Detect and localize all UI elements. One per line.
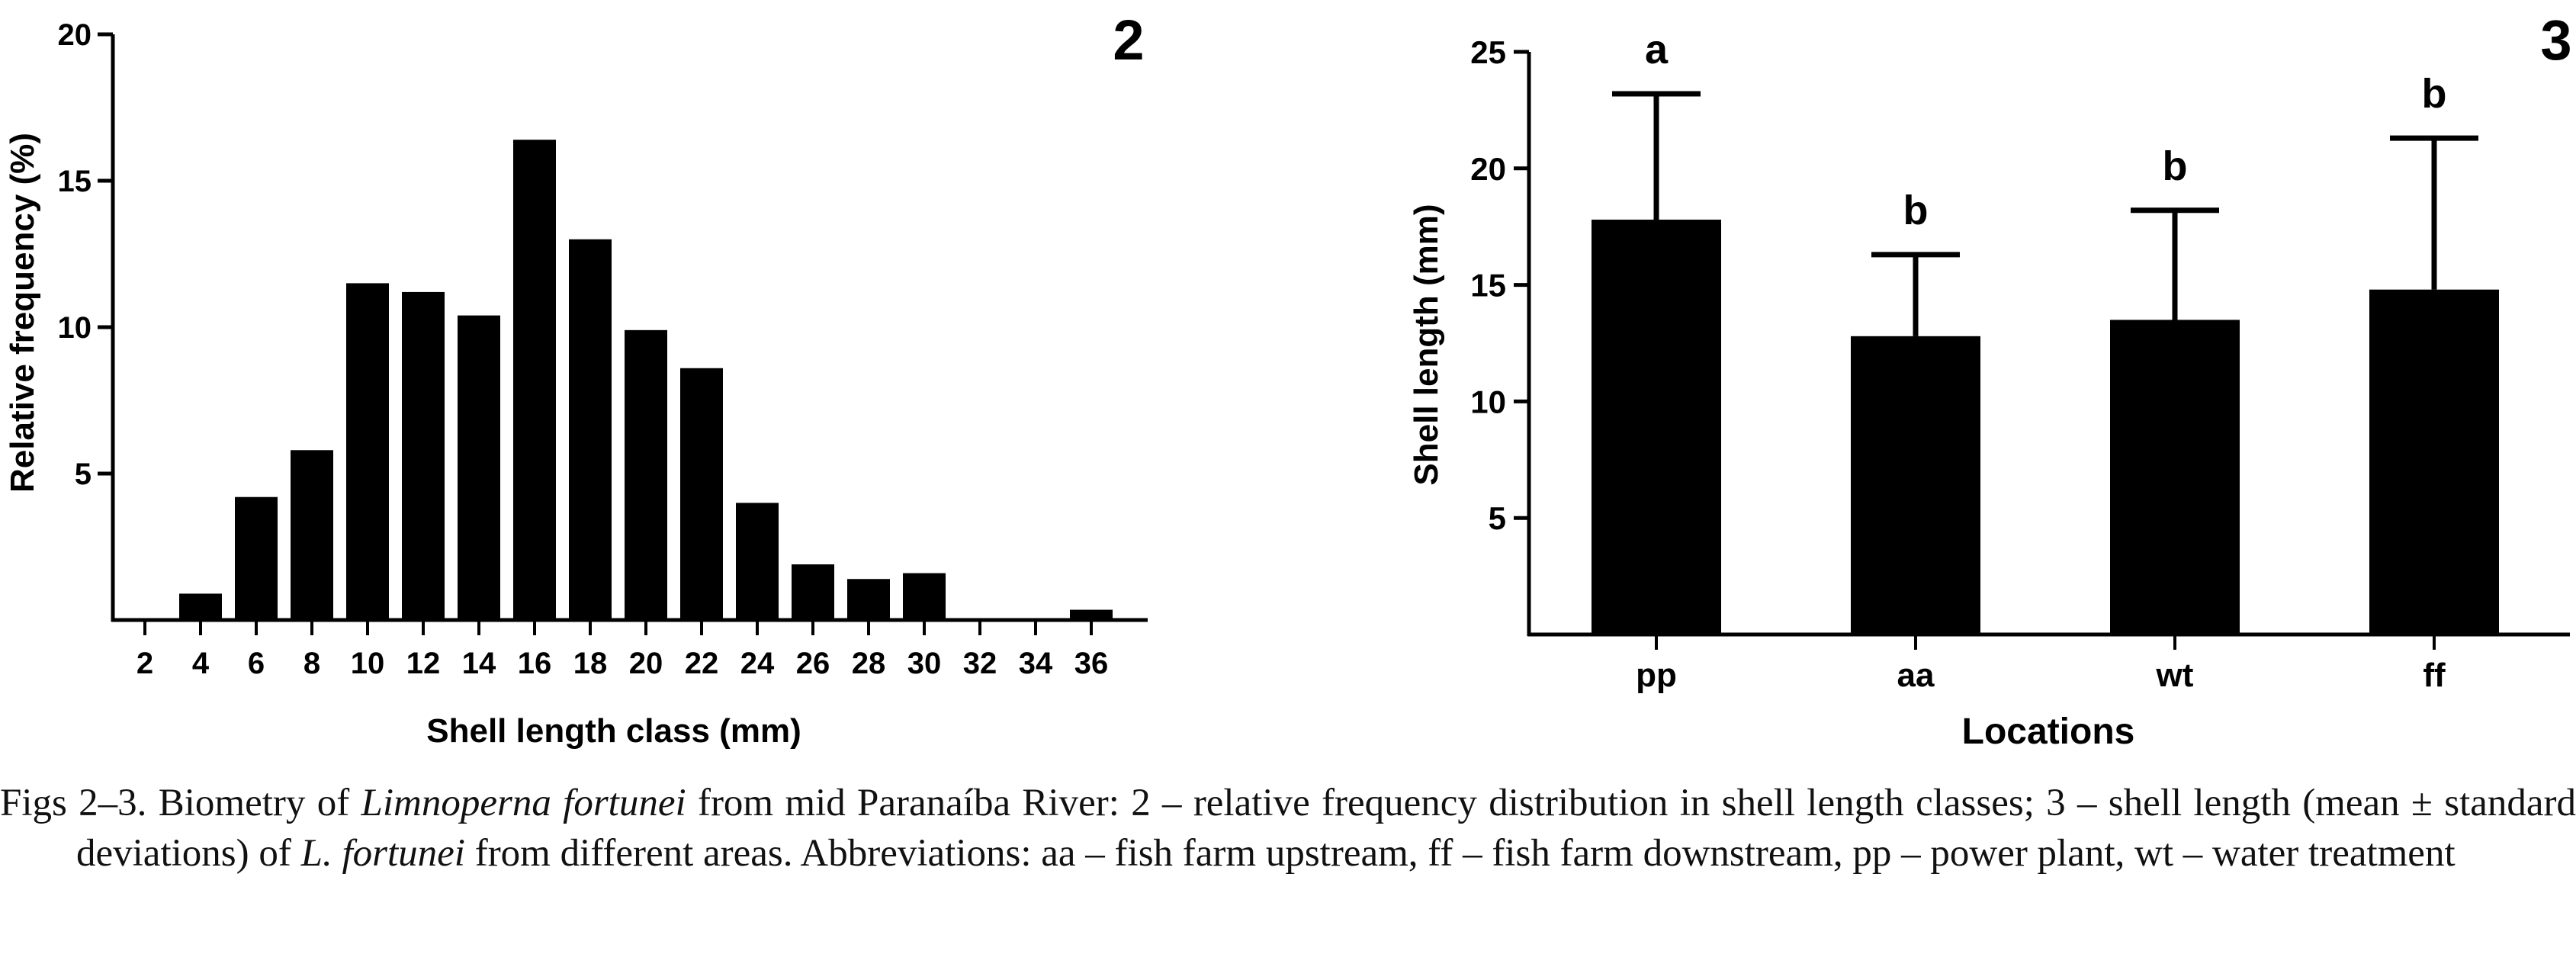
caption-part: from mid Paranaíba River: 2 – relative f… (76, 782, 2576, 875)
significance-letter: b (1903, 188, 1929, 233)
y-tick-label: 5 (1489, 500, 1506, 536)
bar (1851, 336, 1980, 634)
caption-text: Figs 2–3. Biometry of Limnoperna fortune… (0, 778, 2576, 879)
x-tick-labels: 2 4 6 8 10 12 14 16 18 20 22 24 26 28 30 32 34 36 (137, 647, 1108, 680)
x-axis-label: Locations (1962, 712, 2135, 752)
caption-species-abbrev: L. fortunei (300, 832, 465, 875)
y-tick-label: 15 (58, 165, 92, 198)
bar (513, 140, 556, 621)
x-tick-label: 20 (629, 647, 663, 680)
bar (680, 368, 723, 620)
bars (179, 140, 1113, 621)
bar (291, 450, 333, 620)
significance-letter: a (1645, 27, 1669, 72)
y-tick-label: 20 (58, 18, 92, 52)
bar (736, 503, 779, 620)
x-tick-label: 28 (852, 647, 886, 680)
x-tick-label: 10 (351, 647, 385, 680)
y-tick-label: 10 (58, 311, 92, 345)
x-tick-label: 14 (462, 647, 496, 680)
x-tick-labels: pp aa wt ff (1636, 657, 2446, 694)
caption-part: from different areas. Abbreviations: aa … (464, 832, 2456, 875)
x-tick-label: 32 (963, 647, 997, 680)
x-tick-label: 26 (796, 647, 830, 680)
x-axis-label: Shell length class (mm) (426, 712, 801, 750)
x-tick-label: 36 (1074, 647, 1109, 680)
x-tick-label: 8 (304, 647, 320, 680)
bar (235, 496, 278, 620)
y-tick-label: 10 (1470, 384, 1506, 419)
y-tick-label: 20 (1470, 151, 1506, 187)
bar (2110, 320, 2240, 634)
figure-caption: Figs 2–3. Biometry of Limnoperna fortune… (0, 778, 2576, 879)
x-tick-label: 30 (907, 647, 942, 680)
x-tick-label: 2 (137, 647, 153, 680)
y-tick-label: 25 (1470, 34, 1506, 70)
bar (346, 283, 389, 620)
bar (179, 593, 222, 620)
bar (847, 579, 890, 620)
bar (1070, 609, 1113, 620)
panel-label-3: 3 (2540, 8, 2571, 72)
x-tick-label: 6 (248, 647, 265, 680)
significance-letter: b (2422, 71, 2447, 117)
caption-part: Figs 2–3. Biometry of (0, 782, 361, 824)
significance-letter: b (2163, 143, 2188, 189)
x-tick-label: 4 (192, 647, 210, 680)
bar (903, 573, 946, 620)
y-tick-labels: 5 10 15 20 (58, 18, 92, 491)
bar (1592, 220, 1721, 635)
y-axis-label: Shell length (mm) (1408, 204, 1445, 485)
bar (569, 239, 612, 620)
chart-relative-frequency: 2 Relative frequency (%) Shell length cl… (4, 8, 1148, 750)
caption-species-name: Limnoperna fortunei (361, 782, 686, 824)
y-axis-label: Relative frequency (%) (4, 133, 41, 493)
y-tick-label: 5 (75, 458, 92, 491)
bar (792, 564, 834, 620)
x-tick-label: 12 (406, 647, 441, 680)
error-bars (1612, 91, 2478, 336)
y-tick-labels: 5 10 15 20 25 (1470, 34, 1506, 536)
bars (1592, 220, 2499, 635)
x-tick-label: ff (2423, 657, 2446, 694)
bar (2369, 289, 2499, 634)
x-tick-label: wt (2156, 657, 2194, 694)
x-tick-label: 18 (573, 647, 608, 680)
bar (402, 291, 445, 620)
significance-letters: a b b b (1645, 27, 2447, 233)
chart-shell-length-by-location: 3 Shell length (mm) Locations a b b b pp aa w… (1408, 8, 2572, 752)
x-tick-label: 34 (1019, 647, 1053, 680)
x-tick-label: 22 (685, 647, 719, 680)
panel-label-2: 2 (1113, 8, 1144, 72)
y-tick-label: 15 (1470, 268, 1506, 304)
x-tick-label: 16 (518, 647, 552, 680)
x-tick-label: 24 (740, 647, 775, 680)
bar (625, 329, 667, 620)
x-tick-label: pp (1636, 657, 1677, 694)
x-tick-label: aa (1897, 657, 1935, 694)
bar (458, 315, 500, 620)
